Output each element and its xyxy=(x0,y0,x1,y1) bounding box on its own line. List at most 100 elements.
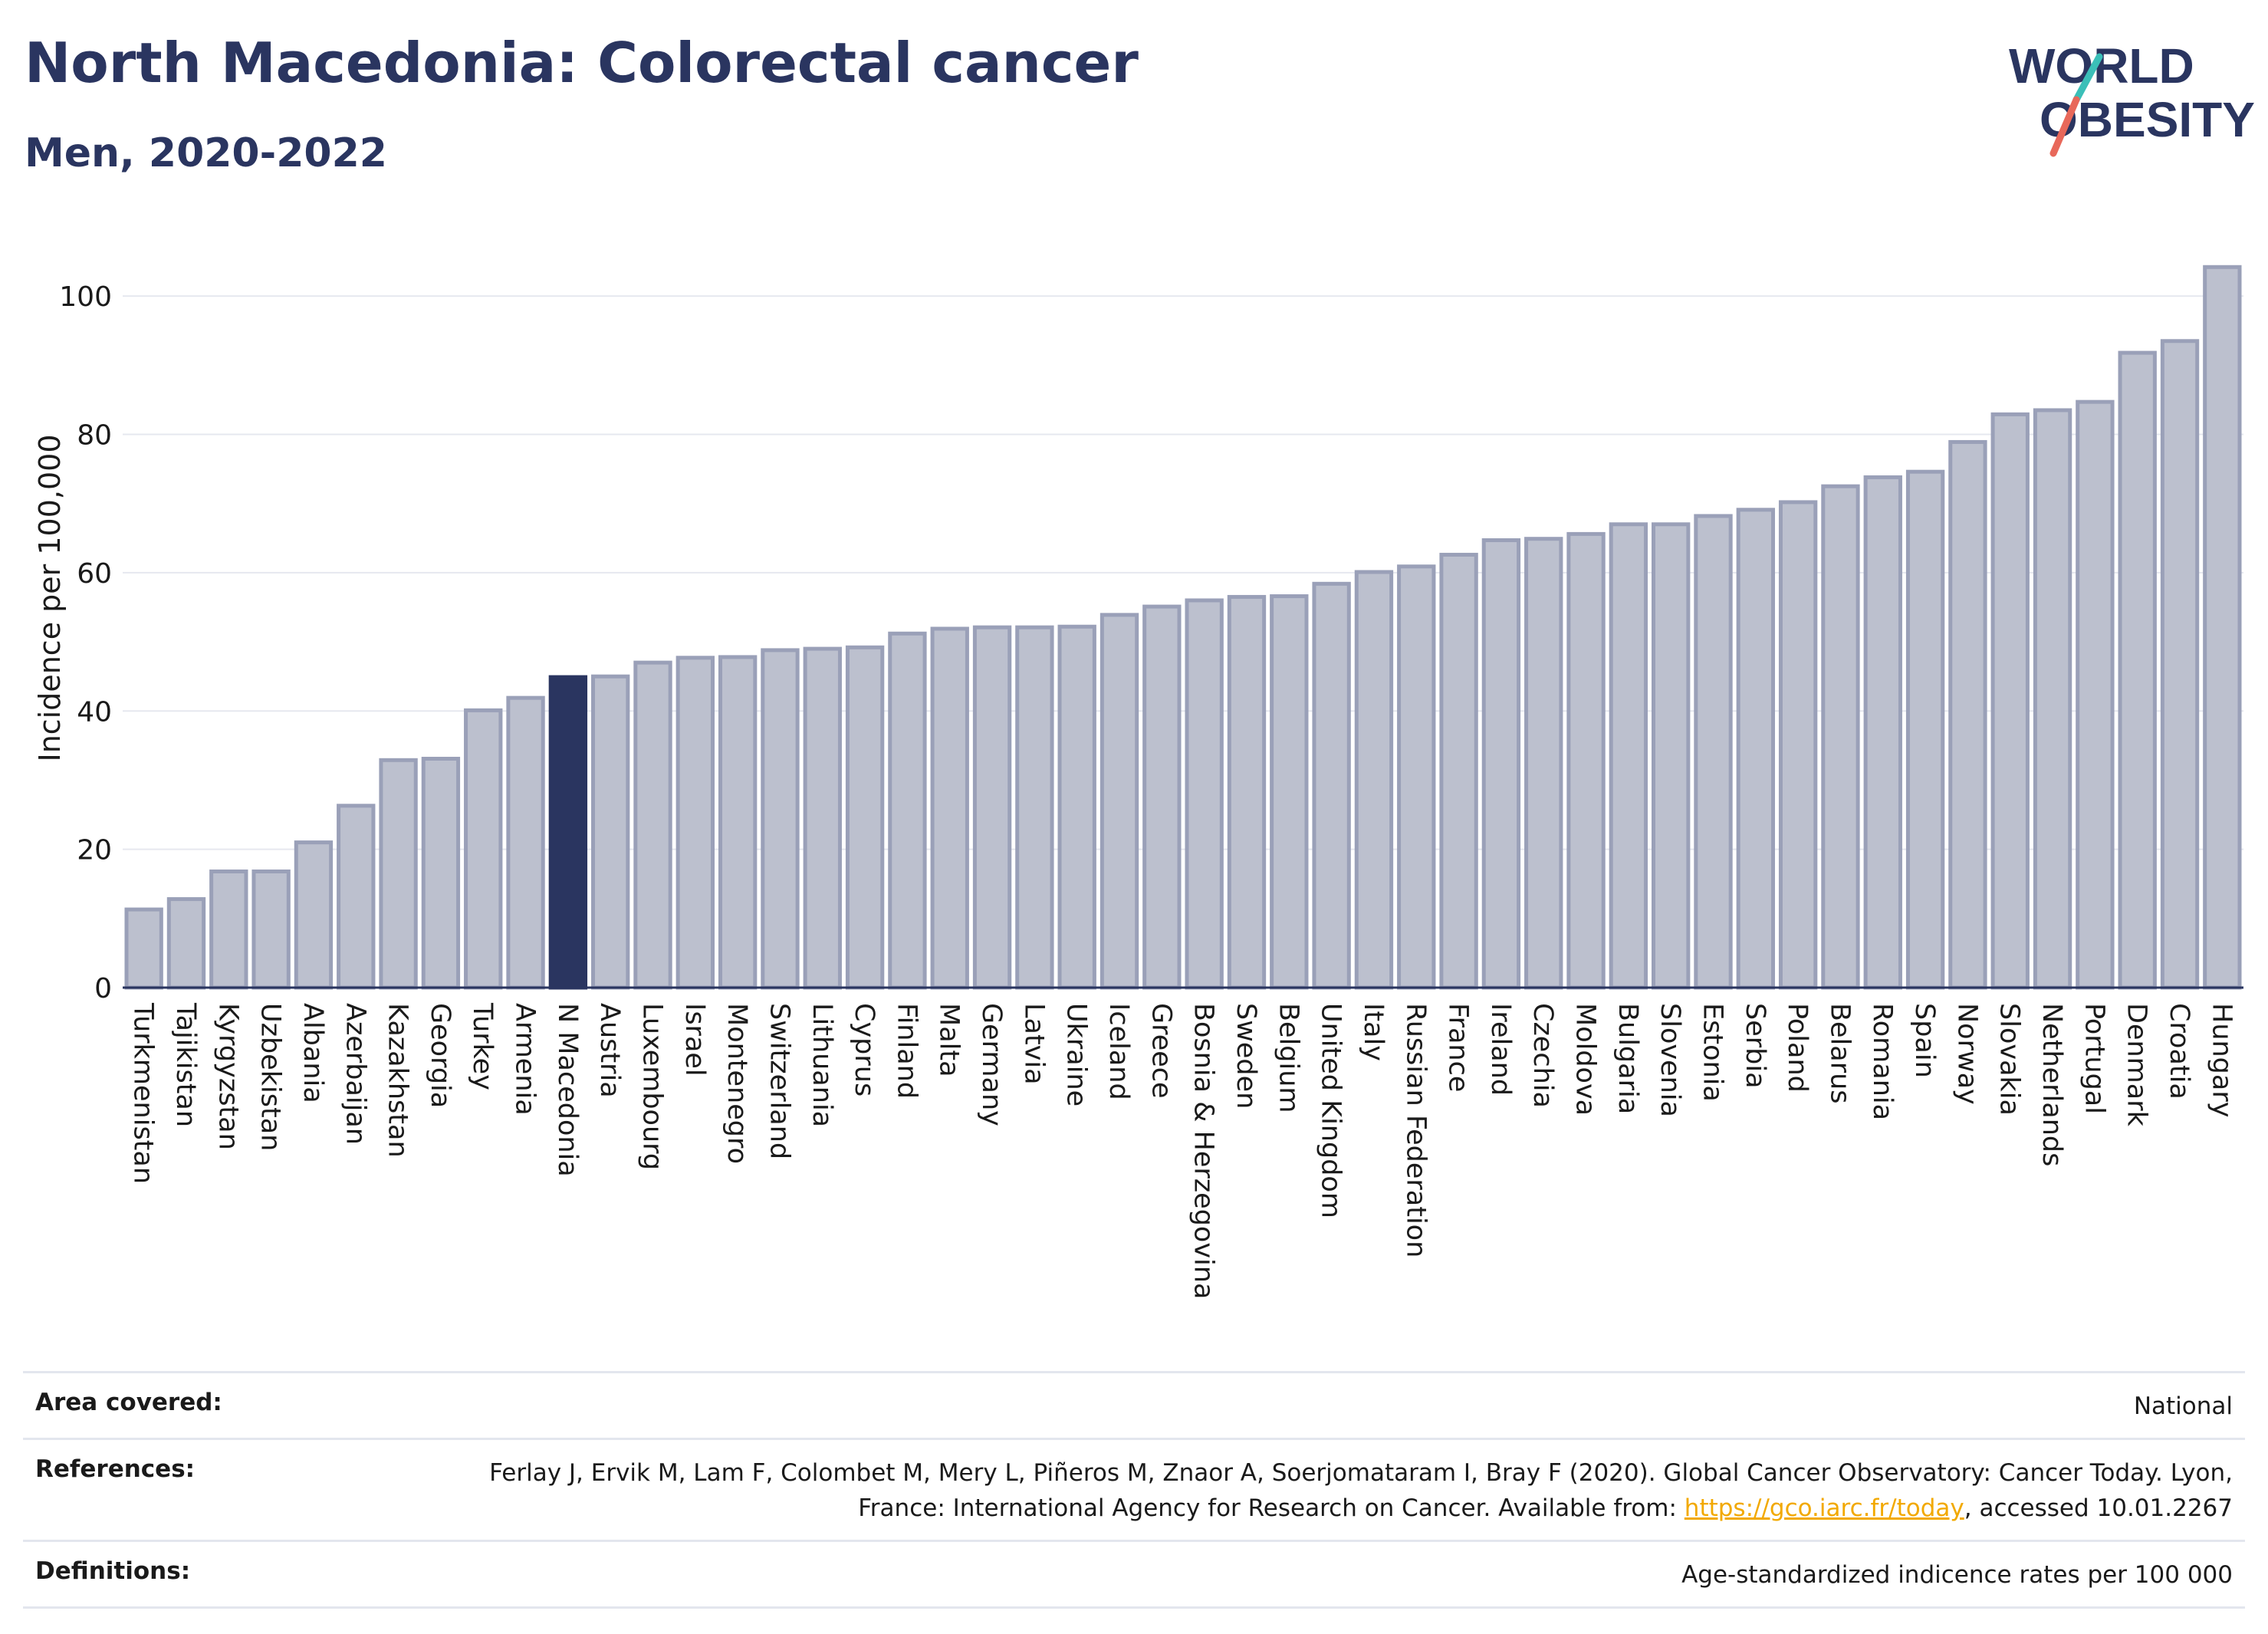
x-tick-label: Greece xyxy=(1146,1003,1176,1099)
bar-malta xyxy=(930,626,969,990)
x-tick-label: Belarus xyxy=(1824,1003,1855,1104)
bar-hungary xyxy=(2203,265,2242,990)
bar-croatia xyxy=(2160,339,2200,990)
bars xyxy=(124,265,2242,990)
bar-bulgaria xyxy=(1609,522,1648,990)
x-tick-label: Albania xyxy=(297,1003,328,1103)
bar-austria xyxy=(590,674,630,990)
bar-sweden xyxy=(1227,594,1267,990)
bar-albania xyxy=(294,840,334,990)
bar-luxembourg xyxy=(633,660,672,990)
bar-portugal xyxy=(2076,399,2115,990)
bar-serbia xyxy=(1736,508,1776,990)
bar-armenia xyxy=(506,695,545,990)
x-tick-label: Tajikistan xyxy=(170,1002,201,1127)
chart-subtitle: Men, 2020-2022 xyxy=(25,130,387,176)
footer-row-area: Area covered: National xyxy=(23,1371,2245,1438)
x-tick-label: N Macedonia xyxy=(552,1003,583,1177)
x-tick-label: Kyrgyzstan xyxy=(212,1003,243,1150)
bar-uzbekistan xyxy=(251,869,291,990)
x-tick-label: Austria xyxy=(594,1003,625,1098)
x-tick-label: Israel xyxy=(679,1003,710,1077)
x-tick-label: Croatia xyxy=(2164,1003,2194,1100)
bar-germany xyxy=(972,625,1012,990)
x-tick-label: Cyprus xyxy=(849,1003,879,1096)
x-tick-label: Norway xyxy=(1951,1003,1982,1105)
x-tick-label: United Kingdom xyxy=(1316,1003,1346,1218)
x-tick-label: Romania xyxy=(1867,1003,1898,1120)
x-tick-label: Azerbaijan xyxy=(340,1003,370,1145)
bar-turkey xyxy=(464,708,503,990)
bar-spain xyxy=(1905,469,1945,990)
x-tick-label: Lithuania xyxy=(807,1003,837,1127)
bar-norway xyxy=(1948,439,1987,990)
y-tick-label: 20 xyxy=(77,835,112,866)
bar-czechia xyxy=(1524,537,1563,990)
bar-france xyxy=(1439,552,1478,990)
bar-ukraine xyxy=(1057,624,1096,990)
x-tick-label: Latvia xyxy=(1018,1003,1049,1085)
x-tick-label: Armenia xyxy=(510,1003,541,1116)
x-tick-label: Turkey xyxy=(467,1002,498,1090)
world-obesity-logo: WORLD OBESITY xyxy=(2009,38,2254,157)
x-tick-label: Uzbekistan xyxy=(255,1003,286,1151)
logo-text-world: WORLD xyxy=(2009,38,2194,94)
bar-russian-federation xyxy=(1397,564,1436,990)
bar-montenegro xyxy=(718,655,758,990)
reference-link[interactable]: https://gco.iarc.fr/today xyxy=(1684,1494,1964,1522)
x-tick-label: Italy xyxy=(1358,1003,1389,1061)
footer-value: National xyxy=(2133,1392,2233,1420)
y-tick-label: 60 xyxy=(77,558,112,590)
bar-israel xyxy=(675,656,715,990)
x-tick-label: Portugal xyxy=(2079,1003,2109,1114)
x-tick-label: Estonia xyxy=(1698,1003,1728,1102)
bar-georgia xyxy=(421,756,461,990)
x-tick-label: Malta xyxy=(934,1003,965,1077)
x-tick-label: Ukraine xyxy=(1061,1003,1092,1106)
bar-moldova xyxy=(1566,531,1606,990)
x-tick-label: Germany xyxy=(976,1003,1007,1126)
info-footer: Area covered: National References: Ferla… xyxy=(23,1371,2245,1609)
x-tick-label: Bosnia & Herzegovina xyxy=(1188,1003,1219,1299)
x-tick-label: Serbia xyxy=(1740,1003,1770,1089)
bar-poland xyxy=(1778,500,1818,990)
bar-finland xyxy=(888,631,927,990)
x-tick-label: Slovakia xyxy=(1994,1003,2025,1116)
x-tick-label: Sweden xyxy=(1231,1003,1261,1109)
x-tick-label: Belgium xyxy=(1273,1003,1303,1113)
x-tick-label: Slovenia xyxy=(1655,1003,1685,1117)
bar-kazakhstan xyxy=(379,758,418,990)
footer-row-references: References: Ferlay J, Ervik M, Lam F, Co… xyxy=(23,1438,2245,1540)
bar-turkmenistan xyxy=(124,907,163,990)
x-tick-label: Switzerland xyxy=(764,1003,794,1159)
x-tick-label: Ireland xyxy=(1485,1003,1516,1096)
bar-chart: 0 20 40 60 80 100 Turkmenistan Tajikistan Kyrgy… xyxy=(33,265,2243,1299)
x-tick-label: Russian Federation xyxy=(1400,1003,1431,1258)
footer-label: Definitions: xyxy=(35,1557,191,1585)
footer-label: Area covered: xyxy=(35,1389,222,1416)
x-tick-label: Turkmenistan xyxy=(128,1002,159,1184)
bar-ireland xyxy=(1481,538,1521,990)
bar-tajikistan xyxy=(166,897,206,990)
bar-azerbaijan xyxy=(337,804,376,990)
bar-iceland xyxy=(1099,613,1139,990)
footer-value: Ferlay J, Ervik M, Lam F, Colombet M, Me… xyxy=(408,1455,2233,1526)
x-tick-label: Finland xyxy=(891,1003,922,1099)
bar-belarus xyxy=(1821,484,1860,990)
bar-italy xyxy=(1354,570,1394,990)
bar-cyprus xyxy=(845,645,885,990)
bar-greece xyxy=(1142,604,1182,990)
footer-value: Age-standardized indicence rates per 100… xyxy=(1681,1561,2233,1589)
bar-lithuania xyxy=(803,646,842,990)
x-tick-label: Moldova xyxy=(1570,1003,1601,1116)
logo-slash-teal xyxy=(2072,53,2103,104)
bar-latvia xyxy=(1015,625,1054,990)
x-tick-label: Czechia xyxy=(1527,1003,1558,1108)
bar-belgium xyxy=(1270,594,1309,990)
x-tick-label: Hungary xyxy=(2206,1003,2237,1117)
y-tick-label: 100 xyxy=(59,281,112,313)
x-tick-label: Montenegro xyxy=(721,1003,752,1164)
y-axis-label: Incidence per 100,000 xyxy=(33,434,67,761)
bar-romania xyxy=(1863,475,1902,990)
y-tick-label: 80 xyxy=(77,420,112,452)
